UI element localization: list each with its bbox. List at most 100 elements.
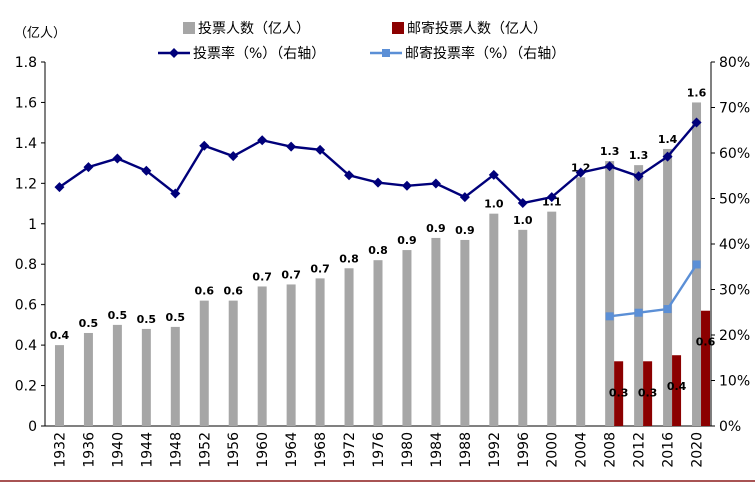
turnout-point	[662, 151, 673, 162]
bar-voters	[170, 326, 180, 426]
bar-mail-voters	[672, 355, 682, 426]
turnout-point	[228, 151, 239, 162]
bar-voters	[141, 328, 151, 426]
turnout-point	[604, 161, 615, 172]
turnout-point	[54, 182, 65, 193]
right-tick-label: 80%	[719, 55, 750, 71]
x-tick-label: 1936	[81, 432, 97, 468]
turnout-point	[691, 117, 702, 128]
bar-voters-label: 1.3	[629, 149, 649, 162]
y-unit-label: （亿人）	[14, 26, 66, 41]
x-tick-label: 1984	[429, 432, 445, 468]
bar-voters	[634, 165, 644, 426]
turnout-point	[83, 162, 94, 173]
legend-label-turnout: 投票率（%）（右轴）	[193, 45, 325, 62]
turnout-point	[286, 141, 297, 152]
turnout-point	[488, 169, 499, 180]
x-tick-label: 2000	[545, 432, 561, 468]
bar-voters-label: 0.7	[281, 268, 301, 281]
turnout-line	[58, 121, 698, 205]
bar-voters-label: 0.8	[339, 252, 359, 265]
turnout-point	[459, 192, 470, 203]
bar-voters	[547, 211, 557, 426]
right-tick-label: 40%	[719, 237, 750, 253]
right-tick-label: 30%	[719, 283, 750, 299]
bar-mail-voters	[614, 361, 624, 426]
mail-turnout-line	[609, 263, 698, 318]
x-tick-label: 1988	[458, 432, 474, 468]
bar-voters-label: 0.9	[426, 222, 446, 235]
bar-voters-label: 0.9	[397, 234, 417, 247]
bar-voters	[489, 213, 499, 426]
left-tick-label: 1	[28, 217, 37, 233]
turnout-point	[373, 177, 383, 188]
left-tick-label: 1.2	[15, 176, 37, 192]
x-tick-label: 1960	[255, 432, 271, 468]
turnout-point	[199, 140, 210, 151]
bar-voters-label: 1.4	[658, 133, 678, 146]
x-tick-label: 2008	[603, 432, 619, 468]
x-tick-label: 1956	[226, 432, 242, 468]
bar-mail-voters-label: 0.3	[609, 386, 629, 399]
legend-label-voters: 投票人数（亿人）	[198, 21, 310, 37]
left-tick-label: 0	[28, 419, 37, 435]
x-tick-label: 2016	[661, 432, 677, 468]
turnout-point	[401, 180, 412, 191]
left-tick-label: 1.4	[15, 136, 37, 152]
legend-label-mail-turnout: 邮寄投票率（%）（右轴）	[405, 45, 565, 62]
bar-voters-label: 0.5	[137, 313, 157, 326]
bar-voters	[228, 300, 238, 426]
turnout-point	[344, 170, 355, 181]
mail-turnout-point	[663, 305, 672, 314]
bar-voters-label: 0.7	[310, 262, 330, 275]
bar-voters-label: 1.6	[687, 86, 707, 99]
bar-voters	[83, 332, 93, 426]
right-tick-label: 70%	[719, 101, 750, 117]
right-tick-label: 0%	[719, 419, 741, 435]
bar-voters-label: 0.9	[455, 224, 475, 237]
bar-voters	[112, 324, 122, 426]
turnout-point	[112, 153, 123, 164]
legend-marker-mail-turnout	[382, 49, 390, 57]
bar-voters-label: 0.5	[108, 309, 128, 322]
bar-voters	[286, 284, 296, 426]
mail-turnout-point	[605, 312, 614, 321]
turnout-point	[633, 171, 644, 182]
x-tick-label: 1932	[52, 432, 68, 468]
bar-mail-voters	[643, 361, 653, 426]
bar-voters	[431, 237, 441, 426]
left-tick-label: 0.6	[15, 298, 37, 314]
legend-swatch-mail-voters	[392, 22, 404, 34]
left-tick-label: 0.8	[15, 257, 37, 273]
left-tick-label: 0.4	[15, 338, 37, 354]
x-tick-label: 2020	[690, 432, 706, 468]
turnout-point	[141, 165, 152, 176]
bar-voters-label: 0.6	[223, 285, 243, 298]
bar-voters	[576, 177, 586, 426]
x-tick-label: 1980	[400, 432, 416, 468]
x-tick-label: 2004	[574, 432, 590, 468]
bar-voters	[315, 278, 325, 426]
x-tick-label: 1976	[371, 432, 387, 468]
bar-mail-voters-label: 0.4	[667, 380, 687, 393]
bar-voters	[663, 148, 673, 426]
right-tick-label: 60%	[719, 146, 750, 162]
x-tick-label: 1964	[284, 432, 300, 468]
bar-voters	[373, 260, 383, 426]
x-tick-label: 1968	[313, 432, 329, 468]
right-tick-label: 50%	[719, 192, 750, 208]
left-tick-label: 0.2	[15, 379, 37, 395]
mail-turnout-point	[692, 260, 701, 269]
bar-mail-voters-label: 0.3	[638, 386, 658, 399]
bar-voters-label: 1.0	[484, 198, 504, 211]
bar-voters-label: 0.5	[166, 311, 186, 324]
bar-voters	[402, 250, 412, 426]
x-tick-label: 2012	[632, 432, 648, 468]
turnout-point	[257, 135, 268, 146]
legend-marker-turnout	[169, 48, 179, 58]
bar-voters	[344, 268, 354, 426]
turnout-point	[430, 178, 441, 189]
legend-swatch-voters	[183, 22, 195, 34]
bar-voters-label: 1.0	[513, 214, 533, 227]
